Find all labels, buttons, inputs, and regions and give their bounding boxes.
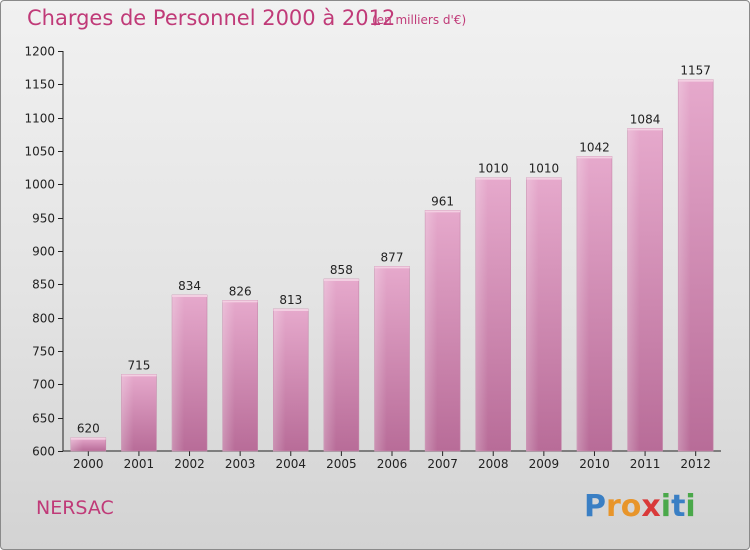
y-tick-label: 650 <box>32 412 55 426</box>
y-tick-label: 1100 <box>24 112 55 126</box>
y-tick-label: 850 <box>32 278 55 292</box>
y-tick-label: 800 <box>32 312 55 326</box>
x-tick-label: 2006 <box>377 457 408 471</box>
bar-value-label: 813 <box>279 293 302 307</box>
bar-value-label: 1084 <box>630 112 661 126</box>
bar-top-edge <box>627 128 663 131</box>
x-tick-label: 2007 <box>427 457 458 471</box>
logo-letter: x <box>641 489 661 524</box>
bar-top-edge <box>222 300 258 303</box>
x-tick-label: 2009 <box>529 457 560 471</box>
bar-top-edge <box>172 295 208 297</box>
logo-letter: o <box>620 489 642 524</box>
bar-top-edge <box>121 374 157 377</box>
y-tick-label: 1050 <box>24 145 55 159</box>
bar-top-edge <box>374 266 410 269</box>
logo-letter: P <box>584 489 606 524</box>
bar-top-edge <box>323 279 359 281</box>
y-tick-label: 1200 <box>24 45 55 59</box>
bar-top-edge <box>576 156 612 159</box>
bar-value-label: 877 <box>381 250 404 264</box>
bar-value-label: 1010 <box>529 162 560 176</box>
y-tick-label: 1150 <box>24 78 55 92</box>
labels-group: 2000 620 2001 715 2002 834 2003 826 2004 813 2005 8… <box>73 64 711 471</box>
bar-highlight <box>323 279 337 451</box>
bar-value-label: 961 <box>431 194 454 208</box>
bar-value-label: 620 <box>77 422 100 436</box>
bar-highlight <box>576 156 590 452</box>
y-tick-label: 900 <box>32 245 55 259</box>
bar-top-edge <box>273 309 309 311</box>
y-tick-label: 1000 <box>24 178 55 192</box>
commune-name: NERSAC <box>36 497 114 519</box>
chart-subtitle: (en milliers d'€) <box>372 13 467 27</box>
x-tick-label: 2008 <box>478 457 509 471</box>
bar-top-edge <box>475 177 511 180</box>
y-tick-label: 600 <box>32 445 55 459</box>
bar-top-edge <box>425 210 461 213</box>
x-tick-label: 2002 <box>174 457 205 471</box>
bar-highlight <box>172 295 185 451</box>
y-tick-label: 750 <box>32 345 55 359</box>
bar-highlight <box>121 374 134 451</box>
bar-top-edge <box>70 437 106 440</box>
logo-letter: t <box>671 489 686 524</box>
bar-highlight <box>222 300 235 451</box>
x-tick-label: 2010 <box>579 457 610 471</box>
x-tick-label: 2003 <box>225 457 256 471</box>
logo-letter: i <box>685 489 696 524</box>
bar-top-edge <box>678 79 714 82</box>
bar-highlight <box>475 177 488 451</box>
bar-highlight <box>374 266 387 451</box>
bar-value-label: 1042 <box>579 140 610 154</box>
bars-group <box>70 79 714 452</box>
bar-highlight <box>425 210 438 451</box>
x-tick-label: 2000 <box>73 457 104 471</box>
bar-value-label: 1010 <box>478 162 509 176</box>
y-tick-label: 950 <box>32 212 55 226</box>
bar-value-label: 715 <box>127 358 150 372</box>
chart-title: Charges de Personnel 2000 à 2012 <box>27 6 396 30</box>
chart-axes: 600 650 700 750 800 850 900 950 1000 1050 1100 1150… <box>24 45 721 459</box>
logo-letter: r <box>606 489 621 524</box>
proxiti-logo: Proxiti <box>584 489 696 524</box>
bar-value-label: 834 <box>178 279 201 293</box>
logo-letter: i <box>660 489 672 524</box>
bar-highlight <box>627 128 640 451</box>
x-tick-label: 2004 <box>275 457 306 471</box>
x-tick-label: 2001 <box>124 457 155 471</box>
bar-highlight <box>70 437 84 451</box>
y-tick-label: 700 <box>32 378 55 392</box>
bar-highlight <box>678 79 691 452</box>
bar-value-label: 858 <box>330 263 353 277</box>
bar-value-label: 826 <box>229 284 252 298</box>
x-tick-label: 2005 <box>326 457 357 471</box>
bar-value-label: 1157 <box>680 64 711 78</box>
x-tick-label: 2012 <box>680 457 711 471</box>
bar-highlight <box>526 177 539 451</box>
bar-highlight <box>273 309 286 451</box>
bar-top-edge <box>526 177 562 180</box>
x-tick-label: 2011 <box>630 457 661 471</box>
